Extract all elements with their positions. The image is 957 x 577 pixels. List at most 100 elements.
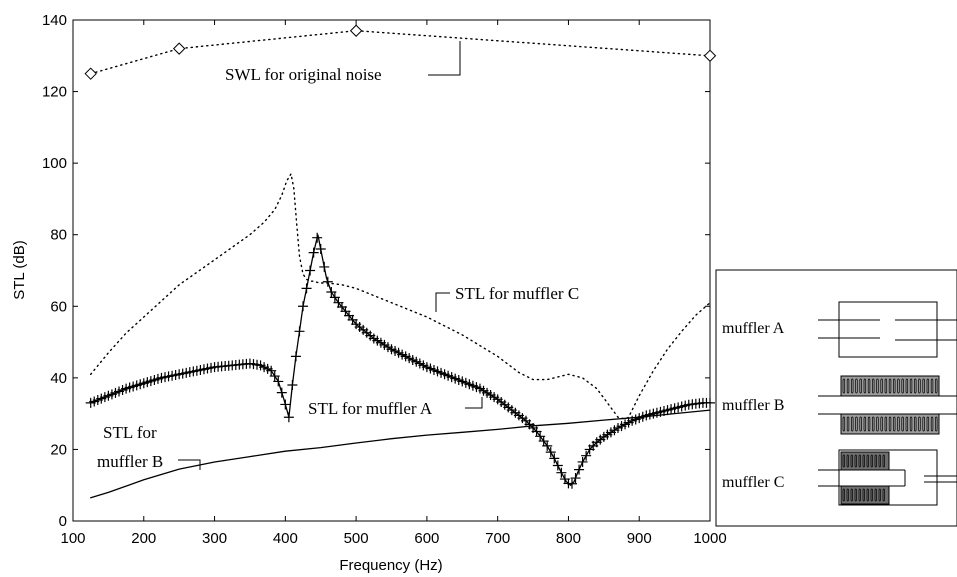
series-line — [89, 29, 711, 75]
absorbent-cell — [909, 416, 913, 432]
absorbent-cell — [846, 454, 849, 468]
absorbent-cell — [876, 378, 879, 394]
y-axis-label: STL (dB) — [11, 240, 28, 299]
absorbent-cell — [878, 454, 881, 468]
absorbent-cell — [855, 378, 858, 394]
absorbent-cell — [850, 488, 853, 502]
diamond-marker — [84, 67, 97, 80]
absorbent-cell — [878, 488, 881, 502]
absorbent-cell — [858, 454, 861, 468]
absorbent-cell — [901, 416, 904, 432]
annotation-muffler-c: STL for muffler C — [455, 284, 579, 303]
absorbent-cell — [876, 416, 879, 432]
absorbent-cell — [926, 416, 930, 432]
absorbent-cell — [935, 378, 938, 394]
plus-marker — [570, 473, 581, 484]
absorbent-cell — [930, 378, 934, 394]
absorbent-cell — [863, 416, 867, 432]
absorbent-cell — [851, 378, 854, 394]
series-line — [90, 409, 711, 499]
absorbent-cell — [846, 488, 849, 502]
plus-marker — [545, 447, 556, 458]
absorbent-cell — [935, 416, 938, 432]
y-tick-label: 0 — [59, 513, 67, 530]
absorbent-pattern — [842, 416, 938, 432]
plus-marker — [319, 261, 330, 272]
absorbent-cell — [893, 416, 896, 432]
annotation-muffler-b-line2: muffler B — [97, 452, 163, 471]
plus-marker — [305, 265, 316, 276]
absorbent-cell — [842, 378, 846, 394]
y-tick-label: 20 — [50, 441, 67, 458]
absorbent-cell — [870, 454, 873, 468]
inset-label-muffler-a: muffler A — [722, 320, 785, 337]
x-tick-label: 600 — [414, 530, 439, 547]
plus-marker — [329, 292, 340, 303]
diamond-marker — [172, 42, 186, 55]
muffler-c-diagram — [818, 449, 957, 506]
plus-marker — [312, 232, 323, 243]
leader-muffler-a — [465, 397, 483, 409]
plus-marker — [276, 387, 287, 398]
x-tick-label: 200 — [131, 530, 156, 547]
absorbent-cell — [872, 416, 875, 432]
plus-marker — [280, 399, 291, 410]
absorbent-cell — [846, 378, 850, 394]
absorbent-cell — [866, 488, 869, 502]
absorbent-cell — [866, 454, 869, 468]
absorbent-cell — [854, 454, 857, 468]
absorbent-cell — [859, 378, 862, 394]
plus-marker — [574, 464, 585, 475]
absorbent-cell — [872, 378, 875, 394]
absorbent-cell — [867, 416, 871, 432]
absorbent-cell — [842, 454, 845, 468]
y-tick-label: 60 — [50, 298, 67, 315]
plus-marker — [269, 371, 280, 382]
plus-marker — [322, 276, 333, 287]
x-axis-label: Frequency (Hz) — [339, 557, 442, 574]
plus-marker — [581, 450, 592, 461]
diamond-marker — [703, 49, 717, 62]
series-2 — [90, 409, 711, 499]
absorbent-cell — [870, 488, 873, 502]
plus-marker — [294, 326, 305, 337]
y-tick-label: 120 — [42, 84, 67, 101]
absorbent-cell — [874, 454, 877, 468]
absorbent-cell — [914, 416, 917, 432]
plus-marker — [705, 397, 715, 408]
absorbent-pattern — [842, 488, 885, 502]
plus-marker — [266, 365, 277, 376]
x-tick-label: 900 — [627, 530, 652, 547]
absorbent-cell — [922, 378, 925, 394]
absorbent-cell — [867, 378, 871, 394]
x-tick-label: 100 — [60, 530, 85, 547]
plus-marker — [308, 247, 319, 258]
absorbent-cell — [842, 488, 845, 502]
diamond-marker — [349, 24, 363, 37]
y-tick-label: 40 — [50, 370, 67, 387]
annotation-muffler-b-line1: STL for — [103, 423, 157, 442]
absorbent-cell — [901, 378, 904, 394]
muffler-schematic-inset: muffler A muffler B muffler C — [715, 269, 957, 527]
absorbent-cell — [859, 416, 862, 432]
plus-marker — [326, 286, 337, 297]
absorbent-cell — [863, 378, 867, 394]
absorbent-cell — [880, 416, 883, 432]
annotation-muffler-a: STL for muffler A — [308, 399, 433, 418]
x-tick-label: 500 — [344, 530, 369, 547]
absorbent-cell — [909, 378, 913, 394]
plus-marker — [552, 460, 563, 471]
absorbent-cell — [855, 416, 858, 432]
x-tick-label: 400 — [273, 530, 298, 547]
absorbent-cell — [905, 416, 909, 432]
plus-marker — [290, 351, 301, 362]
y-tick-label: 100 — [42, 155, 67, 172]
absorbent-cell — [882, 454, 885, 468]
absorbent-cell — [914, 378, 917, 394]
x-tick-label: 700 — [485, 530, 510, 547]
plus-marker — [298, 301, 309, 312]
plus-marker — [566, 478, 577, 489]
series-line — [89, 171, 711, 420]
x-tick-label: 1000 — [693, 530, 726, 547]
